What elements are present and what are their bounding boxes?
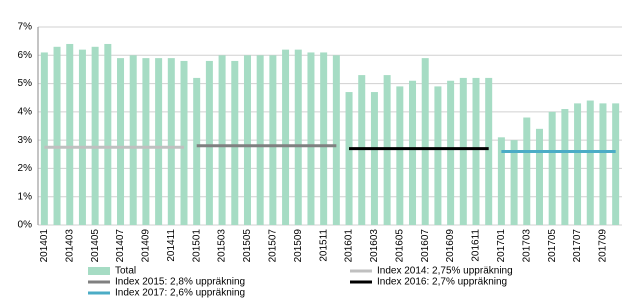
y-tick-label: 4%	[18, 106, 33, 117]
x-tick-label: 201411	[166, 229, 177, 262]
bar	[396, 86, 404, 226]
y-tick-label: 6%	[18, 50, 33, 61]
bar	[586, 100, 594, 225]
bar	[193, 77, 201, 226]
bar	[129, 55, 137, 226]
bar	[485, 77, 493, 226]
bar	[256, 55, 264, 226]
bar	[142, 58, 150, 225]
bar	[497, 137, 505, 225]
y-tick-label: 0%	[18, 220, 33, 231]
legend-swatch	[88, 267, 110, 275]
x-tick-label: 201703	[521, 229, 532, 263]
x-tick-label: 201611	[471, 229, 482, 262]
x-tick-label: 201603	[369, 229, 380, 263]
x-tick-label: 201507	[268, 229, 279, 263]
bar	[104, 43, 112, 225]
y-tick-label: 7%	[18, 22, 33, 33]
bar	[205, 60, 213, 225]
bar	[155, 58, 163, 225]
bar	[307, 52, 315, 226]
y-tick-label: 3%	[18, 135, 33, 146]
bar	[574, 103, 582, 225]
bar	[472, 77, 480, 226]
bar	[535, 128, 543, 225]
x-tick-label: 201605	[394, 229, 405, 263]
x-tick-label: 201509	[293, 229, 304, 263]
x-tick-label: 201403	[64, 229, 75, 263]
bar	[332, 55, 340, 226]
x-tick-label: 201601	[344, 229, 355, 263]
legend-label: Index 2015: 2,8% uppräkning	[115, 277, 245, 288]
x-tick-label: 201511	[318, 229, 329, 262]
x-tick-label: 201701	[496, 229, 507, 263]
y-tick-label: 1%	[18, 191, 33, 202]
bar	[345, 92, 353, 225]
x-tick-label: 201505	[242, 229, 253, 263]
bar	[117, 58, 125, 225]
bar	[180, 60, 188, 225]
bar	[599, 103, 607, 225]
bar	[434, 86, 442, 226]
x-tick-label: 201707	[572, 229, 583, 263]
bar	[40, 52, 48, 226]
bar	[269, 55, 277, 226]
x-tick-label: 201705	[547, 229, 558, 263]
bar	[78, 49, 86, 225]
bar	[282, 49, 290, 225]
bar	[294, 49, 302, 225]
bar	[561, 109, 569, 225]
x-tick-label: 201409	[141, 229, 152, 263]
bar	[612, 103, 620, 225]
bar	[510, 140, 518, 225]
bar	[320, 52, 328, 226]
bar	[91, 46, 99, 225]
y-tick-label: 5%	[18, 78, 33, 89]
bar	[523, 117, 531, 225]
bar	[370, 92, 378, 225]
bar	[243, 55, 251, 226]
legend-label: Index 2016: 2,7% uppräkning	[377, 277, 507, 288]
x-tick-label: 201407	[115, 229, 126, 263]
legend-label: Index 2014: 2,75% uppräkning	[377, 266, 513, 277]
bar	[231, 60, 239, 225]
bar	[548, 111, 556, 225]
bar	[421, 58, 429, 225]
x-tick-label: 201405	[90, 229, 101, 263]
legend-label: Index 2017: 2,6% uppräkning	[115, 288, 245, 299]
x-tick-label: 201503	[217, 229, 228, 263]
x-tick-label: 201607	[420, 229, 431, 263]
bar	[167, 58, 175, 225]
x-tick-label: 201709	[598, 229, 609, 263]
bar	[447, 80, 455, 225]
x-tick-label: 201501	[191, 229, 202, 263]
legend-label: Total	[115, 266, 136, 277]
bar	[66, 43, 74, 225]
bar	[409, 80, 417, 225]
x-tick-label: 201401	[39, 229, 50, 263]
bar	[53, 46, 61, 225]
x-tick-label: 201609	[445, 229, 456, 263]
y-tick-label: 2%	[18, 163, 33, 174]
bar	[218, 55, 226, 226]
bar	[459, 77, 467, 226]
